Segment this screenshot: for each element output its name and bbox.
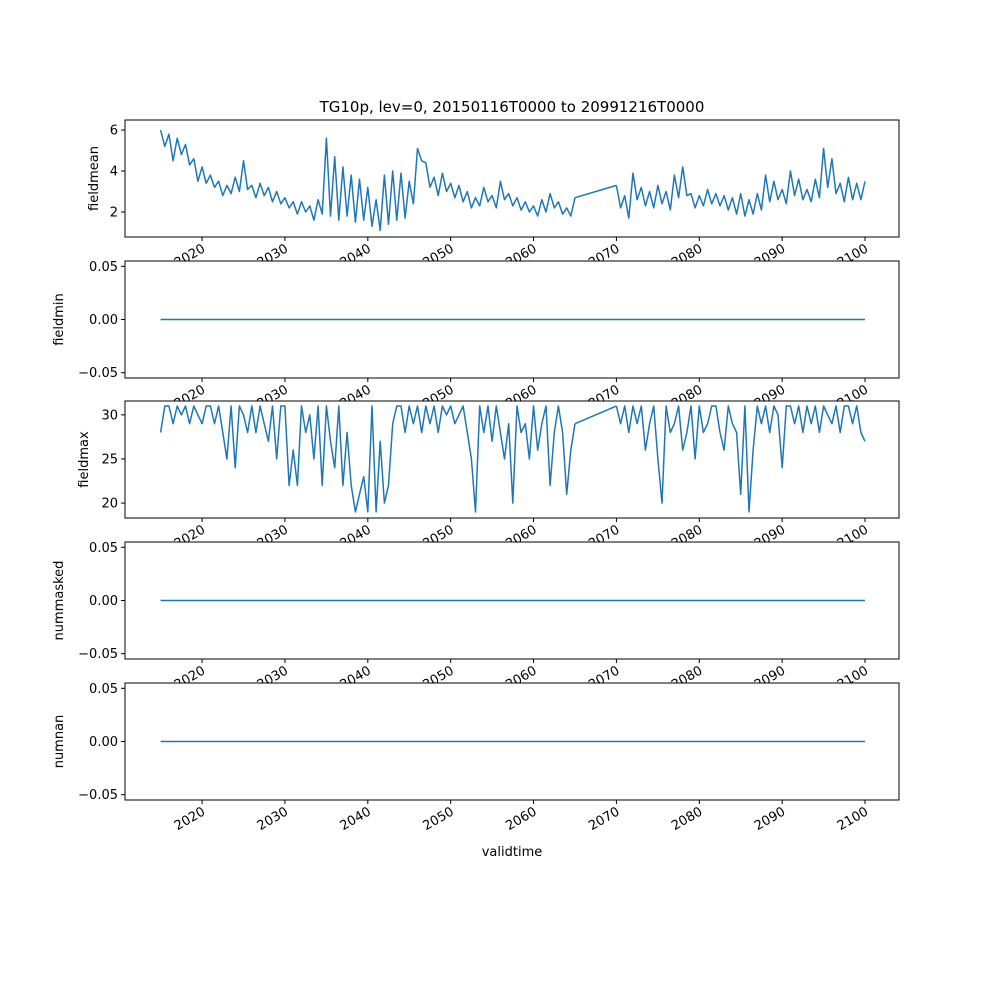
y-axis-label: fieldmin bbox=[52, 293, 67, 346]
x-tick-label: 2080 bbox=[669, 804, 705, 834]
panel-numnan: −0.05 0.00 0.05 numnan 2020 2030 2040 2050 2060 2… bbox=[52, 682, 900, 834]
y-tick-label: 4 bbox=[110, 165, 118, 180]
series-line-fieldmax-1 bbox=[615, 405, 866, 513]
y-tick-label: −0.05 bbox=[78, 366, 118, 381]
y-tick-label: 2 bbox=[110, 206, 118, 221]
y-tick-label: −0.05 bbox=[78, 647, 118, 662]
x-tick-label: 2090 bbox=[752, 804, 788, 834]
x-tick-label: 2030 bbox=[255, 804, 291, 834]
y-tick-label: 6 bbox=[110, 124, 118, 139]
x-tick-label: 2100 bbox=[835, 804, 871, 834]
y-axis-label: fieldmean bbox=[87, 146, 102, 211]
x-tick-label: 2070 bbox=[586, 804, 622, 834]
y-axis-label: numnan bbox=[52, 715, 67, 769]
y-axis-label: fieldmax bbox=[77, 431, 92, 488]
y-tick-label: 25 bbox=[101, 452, 118, 467]
x-tick-label: 2040 bbox=[338, 804, 374, 834]
x-tick-label: 2020 bbox=[172, 804, 208, 834]
x-tick-label: 2050 bbox=[421, 804, 457, 834]
y-tick-label: −0.05 bbox=[78, 788, 118, 803]
x-tick-label: 2060 bbox=[503, 804, 539, 834]
axes-frame bbox=[124, 400, 900, 519]
y-tick-label: 0.05 bbox=[89, 260, 118, 275]
series-line-fieldmax-0 bbox=[159, 405, 576, 513]
y-tick-label: 0.05 bbox=[89, 541, 118, 556]
axes-frame bbox=[124, 119, 900, 238]
series-line-fieldmean-1 bbox=[615, 147, 866, 219]
y-tick-label: 0.05 bbox=[89, 682, 118, 697]
y-axis-label: nummasked bbox=[52, 561, 67, 641]
y-tick-label: 0.00 bbox=[89, 313, 118, 328]
y-tick-label: 20 bbox=[101, 497, 118, 512]
series-gap-connector bbox=[574, 184, 617, 199]
y-tick-label: 0.00 bbox=[89, 735, 118, 750]
series-gap-connector bbox=[574, 405, 617, 425]
x-axis-label: validtime bbox=[482, 845, 543, 860]
y-tick-label: 30 bbox=[101, 408, 118, 423]
series-line-fieldmean-0 bbox=[159, 129, 576, 232]
y-tick-label: 0.00 bbox=[89, 594, 118, 609]
chart-title: TG10p, lev=0, 20150116T0000 to 20991216T… bbox=[319, 98, 705, 116]
axes-background bbox=[125, 120, 899, 237]
